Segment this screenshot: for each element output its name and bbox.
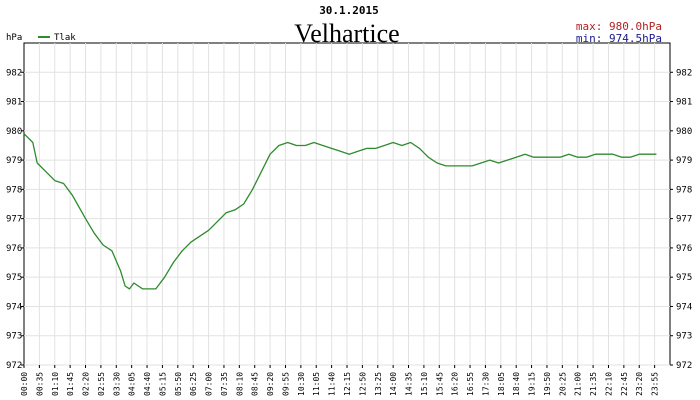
x-tick-label: 08:10: [235, 372, 244, 396]
chart-date: 30.1.2015: [319, 4, 379, 17]
x-tick-label: 12:50: [358, 372, 367, 396]
min-value: min: 974.5hPa: [576, 32, 662, 45]
x-tick-label: 16:20: [451, 372, 460, 396]
y-tick-label: 980: [676, 127, 692, 137]
x-tick-label: 07:35: [220, 372, 229, 396]
x-tick-label: 18:05: [497, 372, 506, 396]
x-tick-label: 19:50: [543, 372, 552, 396]
legend-label: Tlak: [54, 33, 76, 43]
x-tick-label: 02:20: [82, 372, 91, 396]
x-tick-label: 09:20: [266, 372, 275, 396]
x-tick-label: 22:45: [620, 372, 629, 396]
y-tick-label: 974: [6, 302, 22, 312]
y-tick-label: 977: [676, 215, 692, 225]
y-tick-label: 980: [6, 127, 22, 137]
x-tick-label: 09:55: [281, 372, 290, 396]
x-tick-label: 01:10: [51, 372, 60, 396]
x-tick-label: 15:45: [435, 372, 444, 396]
y-tick-label: 981: [6, 98, 22, 108]
y-tick-label: 979: [6, 156, 22, 166]
y-tick-label: 982: [6, 68, 22, 78]
x-tick-label: 20:25: [558, 372, 567, 396]
x-tick-label: 04:05: [128, 372, 137, 396]
legend: Tlak: [38, 33, 76, 43]
x-tick-label: 11:40: [328, 372, 337, 396]
x-tick-label: 07:00: [205, 372, 214, 396]
y-tick-label: 981: [676, 98, 692, 108]
x-tick-label: 22:10: [604, 372, 613, 396]
x-tick-label: 14:35: [405, 372, 414, 396]
y-tick-label: 982: [676, 68, 692, 78]
x-tick-label: 12:15: [343, 372, 352, 396]
x-tick-label: 05:50: [174, 372, 183, 396]
y-axis-left: 972 973 974 975 976 977 978 979 980 981 982: [6, 68, 24, 371]
chart-title: Velhartice: [294, 19, 399, 48]
x-tick-label: 21:35: [589, 372, 598, 396]
y-tick-label: 977: [6, 215, 22, 225]
y-tick-label: 972: [6, 361, 22, 371]
x-tick-label: 14:00: [389, 372, 398, 396]
y-tick-label: 976: [6, 244, 22, 254]
x-tick-label: 18:40: [512, 372, 521, 396]
y-axis-right: 972 973 974 975 976 977 978 979 980 981 982: [670, 68, 692, 371]
x-tick-label: 05:15: [158, 372, 167, 396]
x-tick-label: 00:35: [35, 372, 44, 396]
x-tick-label: 01:45: [66, 372, 75, 396]
y-axis-unit: hPa: [6, 33, 22, 43]
y-tick-label: 975: [676, 273, 692, 283]
max-value: max: 980.0hPa: [576, 20, 662, 33]
x-tick-label: 16:55: [466, 372, 475, 396]
x-tick-label: 08:45: [251, 372, 260, 396]
x-tick-label: 23:55: [651, 372, 660, 396]
series-layer: [23, 133, 657, 290]
x-tick-label: 13:25: [374, 372, 383, 396]
y-tick-label: 976: [676, 244, 692, 254]
x-tick-label: 19:15: [528, 372, 537, 396]
series-line-tlak: [23, 133, 657, 290]
y-tick-label: 973: [676, 332, 692, 342]
x-tick-label: 06:25: [189, 372, 198, 396]
y-tick-label: 979: [676, 156, 692, 166]
x-tick-label: 15:10: [420, 372, 429, 396]
x-tick-label: 11:05: [312, 372, 321, 396]
x-tick-label: 21:00: [574, 372, 583, 396]
x-tick-label: 10:30: [297, 372, 306, 396]
y-tick-label: 973: [6, 332, 22, 342]
y-tick-label: 974: [676, 302, 692, 312]
y-tick-label: 978: [676, 185, 692, 195]
x-tick-label: 03:30: [112, 372, 121, 396]
x-tick-label: 00:00: [20, 372, 29, 396]
x-tick-label: 04:40: [143, 372, 152, 396]
x-tick-label: 23:20: [635, 372, 644, 396]
y-tick-label: 972: [676, 361, 692, 371]
y-tick-label: 978: [6, 185, 22, 195]
x-axis: 00:00 00:35 01:10 01:45 02:20 02:55 03:30 04:05…: [20, 365, 660, 396]
x-tick-label: 02:55: [97, 372, 106, 396]
x-tick-label: 17:30: [481, 372, 490, 396]
y-tick-label: 975: [6, 273, 22, 283]
